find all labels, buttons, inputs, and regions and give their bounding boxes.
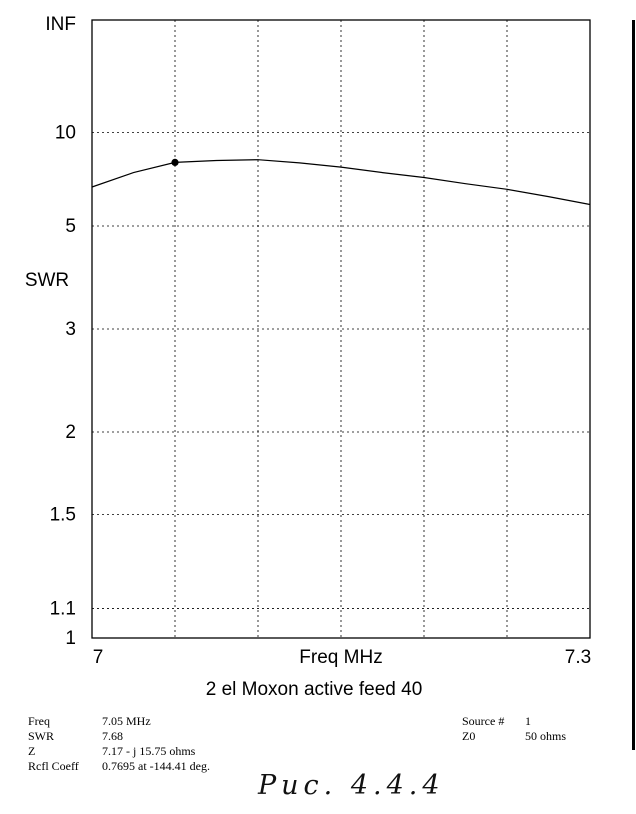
readout-row-freq: Freq 7.05 MHz [28,714,210,729]
handwritten-caption: Рис. 4.4.4 [258,770,445,801]
x-tick-labels: 7 7.3 [93,647,592,668]
frequency-marker [171,158,179,166]
readout-label: Freq [28,714,50,728]
y-axis-label: SWR [25,270,69,291]
readout-right: Source # 1 Z0 50 ohms [462,714,566,744]
y-tick-label: 3 [65,319,76,340]
y-tick-label: 1.5 [50,504,76,525]
readout-left: Freq 7.05 MHz SWR 7.68 Z 7.17 - j 15.75 ohm… [28,714,210,774]
readout-row-z: Z 7.17 - j 15.75 ohms [28,744,210,759]
x-tick-label: 7 [93,647,104,668]
y-tick-label: 1.1 [50,599,76,620]
readout-label: Rcfl Coeff [28,759,79,773]
readout-value: 7.05 MHz [102,714,151,728]
y-tick-label: 10 [55,122,76,143]
readout-label: SWR [28,729,55,743]
x-tick-label: 7.3 [565,647,591,668]
page-edge-line [632,20,635,750]
y-tick-labels: 1 1.1 1.5 2 3 5 10 INF [45,14,76,649]
readout-row-rcfl: Rcfl Coeff 0.7695 at -144.41 deg. [28,759,210,774]
readout-row-z0: Z0 50 ohms [462,729,566,744]
chart-title: 2 el Moxon active feed 40 [206,679,423,700]
readout-row-source: Source # 1 [462,714,566,729]
grid-lines [92,20,590,638]
readout-value: 1 [525,714,531,728]
y-tick-label: 2 [65,422,76,443]
x-axis-label: Freq MHz [299,647,382,668]
readout-label: Z0 [462,729,476,743]
readout-row-swr: SWR 7.68 [28,729,210,744]
readout-value: 0.7695 at -144.41 deg. [102,759,210,773]
readout-value: 7.17 - j 15.75 ohms [102,744,196,758]
readout-label: Source # [462,714,505,728]
readout-value: 50 ohms [525,729,567,743]
readout-label: Z [28,744,36,758]
y-tick-label: INF [45,14,76,35]
y-tick-label: 5 [65,216,76,237]
readout-value: 7.68 [102,729,123,743]
plot-frame [91,19,591,639]
y-tick-label: 1 [65,628,76,649]
